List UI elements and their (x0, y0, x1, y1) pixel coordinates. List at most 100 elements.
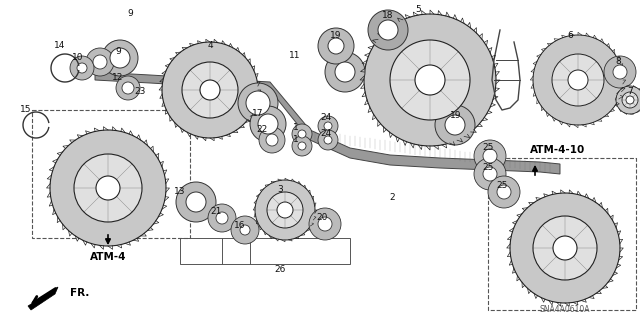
Circle shape (604, 56, 636, 88)
Circle shape (277, 202, 293, 218)
Text: 23: 23 (134, 87, 146, 97)
Text: 16: 16 (234, 221, 246, 231)
Circle shape (238, 83, 278, 123)
Text: 2: 2 (389, 194, 395, 203)
Text: 24: 24 (321, 114, 332, 122)
Circle shape (533, 35, 623, 125)
Circle shape (335, 62, 355, 82)
Text: 5: 5 (415, 5, 421, 14)
Text: 24: 24 (321, 130, 332, 138)
Circle shape (483, 149, 497, 163)
Circle shape (318, 217, 332, 231)
Text: SNA4A0610A: SNA4A0610A (540, 306, 590, 315)
Circle shape (533, 216, 597, 280)
Circle shape (102, 40, 138, 76)
Circle shape (378, 20, 398, 40)
Text: 25: 25 (483, 164, 493, 173)
Circle shape (318, 130, 338, 150)
Circle shape (259, 127, 285, 153)
Circle shape (298, 142, 306, 150)
Circle shape (292, 136, 312, 156)
Circle shape (267, 192, 303, 228)
Text: FR.: FR. (70, 288, 90, 298)
Text: 9: 9 (127, 10, 133, 19)
Circle shape (200, 80, 220, 100)
Text: 8: 8 (615, 57, 621, 66)
Polygon shape (28, 287, 58, 310)
Circle shape (86, 48, 114, 76)
Circle shape (216, 212, 228, 224)
Circle shape (613, 65, 627, 79)
Circle shape (368, 10, 408, 50)
Circle shape (250, 106, 286, 142)
Circle shape (246, 91, 270, 115)
Bar (32, 110, 190, 238)
Text: 12: 12 (112, 73, 124, 83)
Circle shape (318, 116, 338, 136)
Text: ATM-4: ATM-4 (90, 252, 126, 262)
Circle shape (176, 182, 216, 222)
Text: 25: 25 (496, 182, 508, 190)
Text: 14: 14 (54, 41, 66, 50)
Circle shape (255, 180, 315, 240)
Circle shape (483, 167, 497, 181)
Circle shape (309, 208, 341, 240)
Circle shape (622, 92, 638, 108)
Text: 9: 9 (115, 48, 121, 56)
Circle shape (110, 48, 130, 68)
Circle shape (552, 54, 604, 106)
Text: 7: 7 (627, 87, 633, 97)
Text: 18: 18 (382, 11, 394, 20)
Circle shape (474, 140, 506, 172)
Text: 1: 1 (293, 136, 299, 145)
Circle shape (324, 136, 332, 144)
Circle shape (497, 185, 511, 199)
Text: 10: 10 (72, 54, 84, 63)
Circle shape (93, 55, 107, 69)
Text: 15: 15 (20, 106, 32, 115)
Text: 22: 22 (257, 125, 268, 135)
Circle shape (390, 40, 470, 120)
Circle shape (568, 70, 588, 90)
Circle shape (415, 65, 445, 95)
Circle shape (77, 63, 87, 73)
Circle shape (616, 86, 640, 114)
Circle shape (445, 115, 465, 135)
Text: 25: 25 (483, 144, 493, 152)
Text: 3: 3 (277, 186, 283, 195)
Text: 4: 4 (207, 41, 213, 50)
Circle shape (258, 114, 278, 134)
Circle shape (328, 38, 344, 54)
Circle shape (122, 82, 134, 94)
Text: 17: 17 (252, 108, 264, 117)
Circle shape (240, 225, 250, 235)
Circle shape (364, 14, 496, 146)
Text: 19: 19 (330, 32, 342, 41)
Bar (180, 238, 350, 264)
Polygon shape (95, 72, 560, 174)
Circle shape (208, 204, 236, 232)
Circle shape (182, 62, 238, 118)
Circle shape (325, 52, 365, 92)
Circle shape (116, 76, 140, 100)
Circle shape (50, 130, 166, 246)
Circle shape (435, 105, 475, 145)
Circle shape (318, 28, 354, 64)
Circle shape (553, 236, 577, 260)
Circle shape (626, 96, 634, 104)
Text: 20: 20 (316, 213, 328, 222)
Circle shape (510, 193, 620, 303)
Circle shape (74, 154, 142, 222)
Text: 21: 21 (211, 207, 221, 217)
Text: 26: 26 (275, 265, 285, 275)
Circle shape (298, 130, 306, 138)
Circle shape (488, 176, 520, 208)
Circle shape (474, 158, 506, 190)
Text: 6: 6 (567, 32, 573, 41)
Circle shape (162, 42, 258, 138)
Circle shape (292, 124, 312, 144)
Bar (488, 158, 636, 310)
Text: ATM-4-10: ATM-4-10 (531, 145, 586, 155)
Circle shape (186, 192, 206, 212)
Circle shape (231, 216, 259, 244)
